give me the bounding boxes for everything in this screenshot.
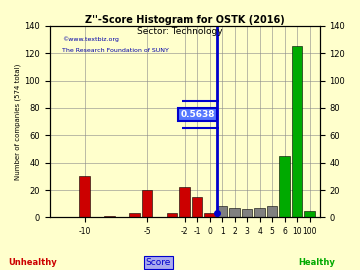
Bar [254, 208, 265, 217]
Bar [167, 213, 177, 217]
Text: Healthy: Healthy [298, 258, 335, 266]
Text: The Research Foundation of SUNY: The Research Foundation of SUNY [62, 48, 169, 53]
Bar [292, 46, 302, 217]
Bar [279, 156, 290, 217]
Bar [104, 216, 115, 217]
Bar [80, 176, 90, 217]
Title: Z''-Score Histogram for OSTK (2016): Z''-Score Histogram for OSTK (2016) [85, 15, 284, 25]
Text: 0.5638: 0.5638 [181, 110, 215, 119]
Bar [179, 187, 190, 217]
Text: Sector: Technology: Sector: Technology [137, 27, 223, 36]
Bar [217, 207, 228, 217]
Bar [204, 213, 215, 217]
Bar [192, 197, 202, 217]
Bar [142, 190, 153, 217]
Bar [129, 213, 140, 217]
Text: Score: Score [146, 258, 171, 266]
Bar [229, 208, 240, 217]
Y-axis label: Number of companies (574 total): Number of companies (574 total) [15, 63, 22, 180]
Text: Unhealthy: Unhealthy [8, 258, 57, 266]
Bar [267, 207, 277, 217]
Bar [242, 209, 252, 217]
Bar [304, 211, 315, 217]
Text: ©www.textbiz.org: ©www.textbiz.org [62, 37, 119, 42]
